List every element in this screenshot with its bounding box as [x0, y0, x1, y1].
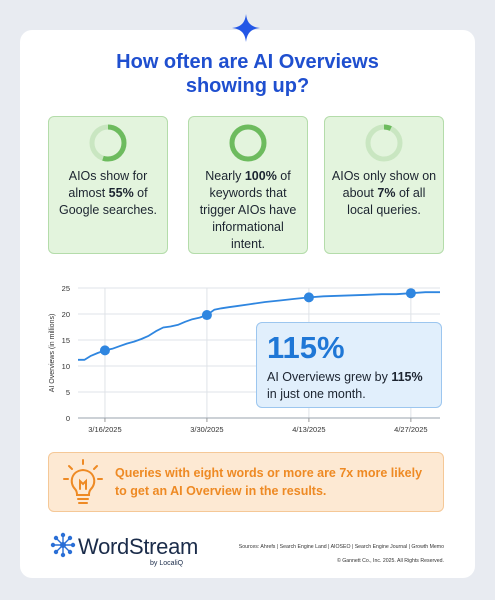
x-tick-label: 4/13/2025 [292, 425, 325, 434]
brand-byline: by LocaliQ [150, 560, 184, 567]
progress-ring-fill [229, 124, 267, 162]
stat-card-google-searches: AIOs show for almost 55% of Google searc… [48, 116, 168, 254]
progress-ring-fill [365, 124, 403, 162]
progress-ring [89, 124, 127, 162]
y-tick-label: 0 [66, 414, 70, 423]
stat-text: AIOs only show on about 7% of all local … [331, 169, 437, 217]
y-tick-label: 10 [62, 362, 70, 371]
x-tick-label: 3/30/2025 [190, 425, 223, 434]
progress-ring-fill [89, 124, 127, 162]
wordstream-logo-icon [50, 532, 76, 558]
y-tick-label: 25 [62, 284, 70, 293]
stat-text: Nearly 100% of keywords that trigger AIO… [199, 169, 297, 251]
data-point [405, 288, 416, 299]
progress-ring [229, 124, 267, 162]
growth-text: AI Overviews grew by 115% in just one mo… [267, 370, 423, 401]
progress-ring [365, 124, 403, 162]
tip-text: Queries with eight words or more are 7x … [115, 466, 423, 498]
growth-callout: 115% AI Overviews grew by 115% in just o… [256, 322, 442, 408]
y-tick-label: 15 [62, 336, 70, 345]
stat-card-local-queries: AIOs only show on about 7% of all local … [324, 116, 444, 254]
growth-percent: 115% [267, 330, 345, 365]
lightbulb-icon [63, 459, 103, 504]
x-tick-label: 3/16/2025 [88, 425, 121, 434]
data-point [99, 345, 110, 356]
stat-card-informational-intent: Nearly 100% of keywords that trigger AIO… [188, 116, 308, 254]
stat-text: AIOs show for almost 55% of Google searc… [59, 169, 157, 217]
page-title: How often are AI Overviews showing up? [116, 51, 379, 97]
data-point [303, 292, 314, 303]
tip-banner: Queries with eight words or more are 7x … [48, 452, 444, 512]
brand-name: WordStream [78, 534, 199, 559]
y-tick-label: 20 [62, 310, 70, 319]
y-axis-label: AI Overviews (in millions) [49, 314, 56, 393]
sparkle-icon [232, 14, 260, 42]
y-tick-label: 5 [66, 388, 70, 397]
x-tick-label: 4/27/2025 [394, 425, 427, 434]
footer-sources: Sources: Ahrefs | Search Engine Land | A… [238, 544, 444, 564]
data-point [201, 310, 212, 321]
